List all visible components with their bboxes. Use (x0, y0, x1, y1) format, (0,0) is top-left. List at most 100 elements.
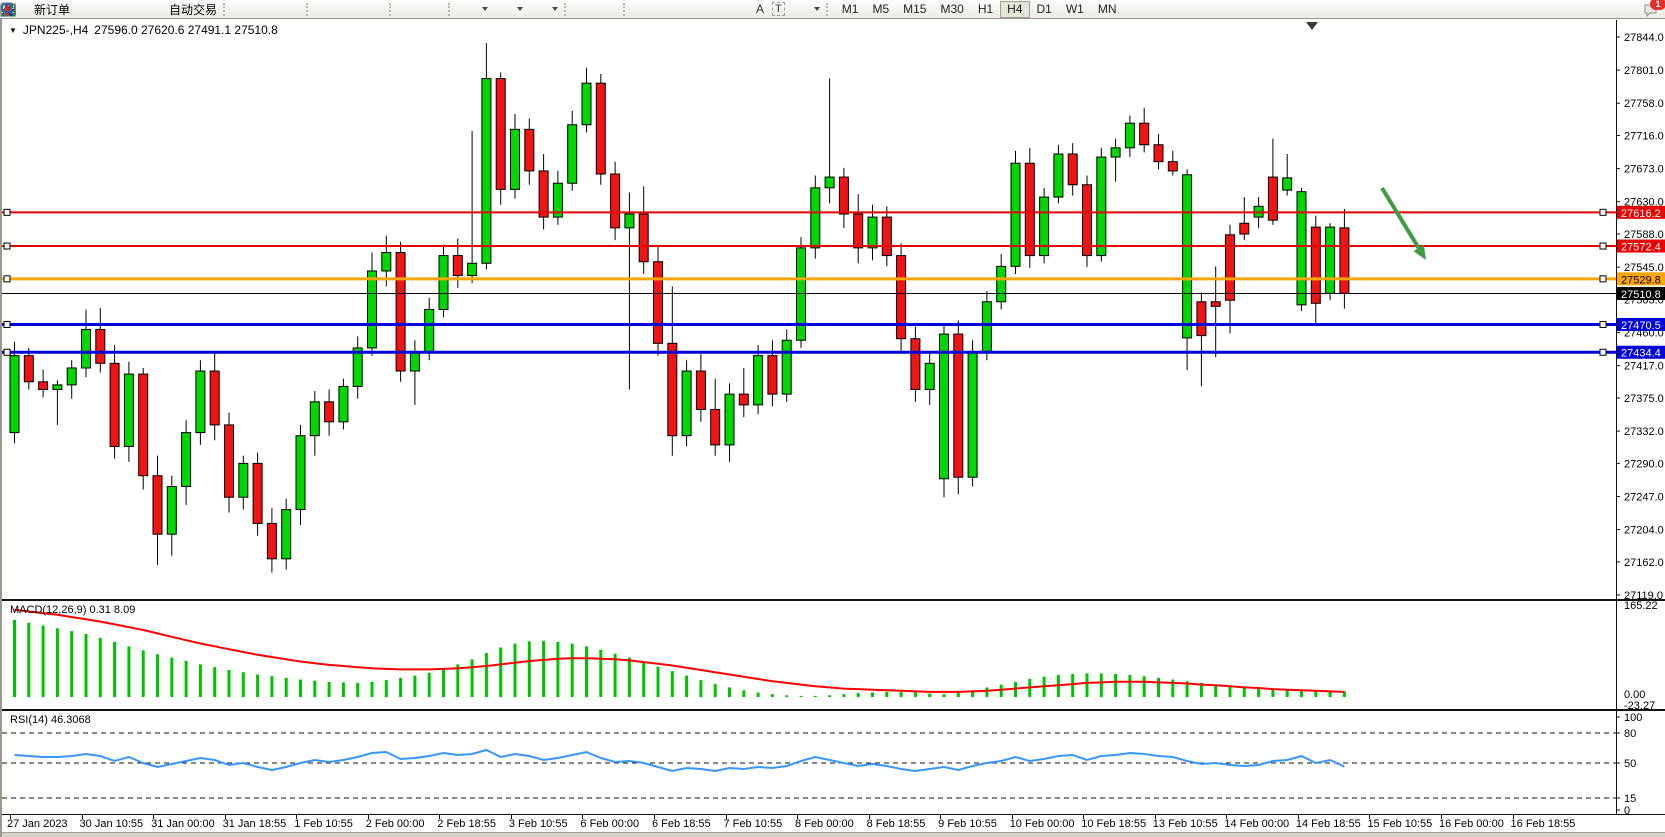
panel-separator[interactable] (2, 599, 1665, 601)
line-handle[interactable] (3, 348, 11, 356)
candle (195, 360, 206, 445)
macd-bar (470, 659, 474, 697)
macd-bar (313, 680, 317, 697)
time-tick (1154, 815, 1156, 819)
price-tick-label: 27545.0 (1624, 262, 1664, 274)
time-tick (10, 815, 11, 819)
price-scale[interactable]: 27844.0 27801.0 27758.0 27716.0 27673.0 27630… (1616, 20, 1665, 832)
line-chart-button[interactable] (0, 1, 304, 18)
trend-arrow[interactable] (1380, 186, 1426, 260)
panel-separator[interactable] (2, 709, 1665, 711)
macd-panel[interactable] (2, 601, 1616, 709)
search-icon[interactable] (1, 2, 1637, 17)
line-handle[interactable] (1599, 348, 1607, 356)
autoscroll-button[interactable] (2, 1, 422, 18)
macd-bar (1300, 689, 1303, 697)
hline-27434.4[interactable] (2, 348, 1616, 356)
rsi-scale-label: 80 (1624, 728, 1636, 740)
horizontal-line-button[interactable] (1, 1, 680, 18)
macd-bar (1314, 690, 1318, 697)
bar-chart-button[interactable] (2, 1, 256, 18)
crosshair-button[interactable] (1, 1, 621, 18)
line-handle[interactable] (1599, 208, 1607, 216)
autotrading-button[interactable]: 自动交易 (0, 1, 221, 18)
navigator-button[interactable] (0, 1, 122, 18)
time-tick (1083, 815, 1085, 819)
trendline-button[interactable] (1, 1, 704, 18)
rsi-panel[interactable] (2, 711, 1616, 814)
candle (1096, 147, 1107, 262)
templates-button[interactable] (0, 1, 562, 18)
hline-27529.8[interactable] (2, 275, 1616, 283)
collapse-triangle-icon[interactable]: ▼ (9, 25, 17, 35)
line-handle[interactable] (1599, 320, 1607, 328)
tile-windows-button[interactable] (0, 1, 387, 18)
charts-button[interactable] (0, 1, 98, 18)
notifications-icon[interactable]: 1 (1643, 0, 1665, 17)
macd-bar (1214, 684, 1218, 697)
timeframe-m30[interactable]: M30 (933, 1, 970, 18)
signals-button[interactable] (0, 1, 146, 18)
text-button[interactable]: A (752, 1, 768, 18)
indicators-button[interactable] (0, 1, 492, 18)
line-handle[interactable] (1599, 275, 1607, 283)
timeframe-d1[interactable]: D1 (1030, 1, 1059, 18)
cursor-button[interactable] (5, 1, 597, 18)
candle (467, 130, 478, 284)
chart-shift-marker[interactable] (1306, 22, 1318, 30)
candle (95, 307, 106, 373)
candle-body (1339, 227, 1350, 294)
time-label: 30 Jan 10:55 (79, 818, 144, 830)
zoom-out-button[interactable] (1, 1, 363, 18)
candle-body (824, 176, 835, 189)
line-handle[interactable] (1599, 242, 1607, 250)
candle-body (610, 173, 621, 229)
time-tick (1226, 815, 1228, 819)
timeframe-h1[interactable]: H1 (971, 1, 1000, 18)
text-label-button[interactable]: T (768, 1, 789, 18)
equidistant-channel-button[interactable]: E (0, 1, 728, 18)
hline-27470.5[interactable] (2, 320, 1616, 328)
candle-body (166, 485, 177, 535)
candle-body (738, 393, 749, 406)
hline-27616.2[interactable] (2, 208, 1616, 216)
candle (710, 378, 721, 456)
vertical-line-button[interactable] (7, 1, 656, 18)
timeframe-m5[interactable]: M5 (865, 1, 896, 18)
main-price-chart[interactable] (2, 20, 1616, 599)
chart-shift-button[interactable] (2, 1, 446, 18)
timeframe-m1[interactable]: M1 (835, 1, 866, 18)
zoom-in-button[interactable] (1, 1, 339, 18)
timeframe-w1[interactable]: W1 (1059, 1, 1091, 18)
candle-body (567, 124, 578, 184)
price-badge-text: 27529.8 (1621, 274, 1661, 286)
macd-bar (341, 682, 345, 697)
candle-body (853, 213, 864, 249)
line-handle[interactable] (3, 208, 11, 216)
periods-button[interactable] (0, 1, 527, 18)
time-label: 9 Feb 10:55 (938, 818, 997, 830)
new-order-button[interactable]: 新订单 (1, 1, 74, 18)
candle (152, 455, 163, 565)
hline-27572.4[interactable] (2, 242, 1616, 250)
timeframe-h4[interactable]: H4 (1000, 0, 1030, 18)
fibonacci-button[interactable]: F (1, 1, 752, 18)
timeframe-mn[interactable]: MN (1091, 1, 1124, 18)
timeframe-m15[interactable]: M15 (896, 1, 933, 18)
candle (896, 243, 907, 352)
line-handle[interactable] (3, 275, 11, 283)
macd-bar (299, 679, 302, 697)
candle-body (1053, 153, 1064, 198)
toolbar-grip (825, 2, 833, 16)
line-handle[interactable] (3, 320, 11, 328)
time-tick (1369, 815, 1371, 819)
line-handle[interactable] (3, 242, 11, 250)
candle (610, 161, 621, 241)
time-label: 10 Feb 00:00 (1009, 818, 1075, 830)
macd-bar (198, 664, 202, 697)
arrows-tool-button[interactable] (3, 1, 824, 18)
candle (1267, 138, 1278, 225)
candle-chart-button[interactable] (2, 1, 280, 18)
price-badge-27434.4: 27434.4 (1617, 345, 1665, 360)
time-axis[interactable]: 27 Jan 2023 30 Jan 10:55 31 Jan 00:00 31 Ja… (2, 815, 1665, 832)
